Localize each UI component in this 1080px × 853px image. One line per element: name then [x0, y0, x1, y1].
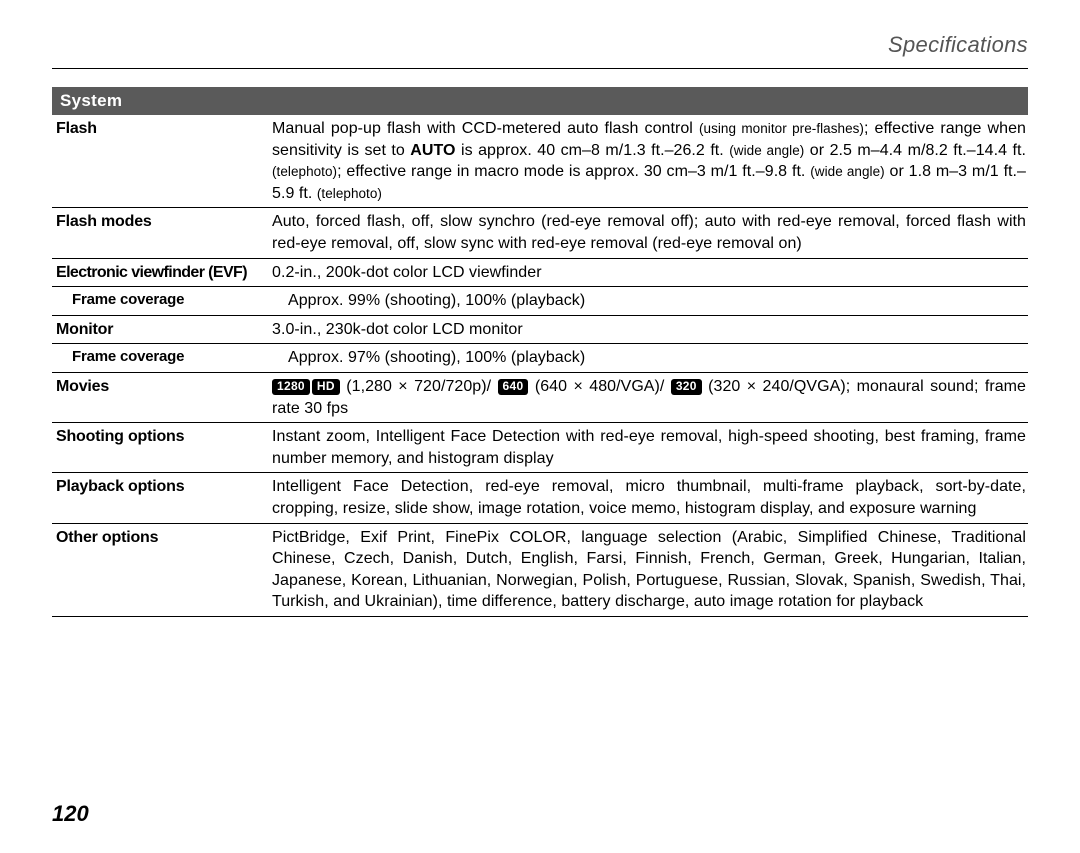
- spec-value: PictBridge, Exif Print, FinePix COLOR, l…: [272, 527, 1028, 613]
- page-title: Specifications: [52, 32, 1028, 64]
- text: (1,280 × 720/720p)/: [340, 378, 498, 395]
- spec-label: Other options: [52, 527, 272, 613]
- spec-row-shooting-options: Shooting options Instant zoom, Intellige…: [52, 423, 1028, 473]
- badge-640: 640: [498, 379, 529, 395]
- spec-label: Frame coverage: [52, 290, 288, 312]
- text-bold: AUTO: [410, 142, 455, 159]
- text: (640 × 480/VGA)/: [528, 378, 670, 395]
- spec-label: Frame coverage: [52, 347, 288, 369]
- text: or 2.5 m–4.4 m/8.2 ft.–14.4 ft.: [804, 142, 1026, 159]
- spec-value: 3.0-in., 230k-dot color LCD monitor: [272, 319, 1028, 341]
- badge-hd: HD: [312, 379, 340, 395]
- spec-value: 0.2-in., 200k-dot color LCD viewfinder: [272, 262, 1028, 284]
- section-heading-system: System: [52, 87, 1028, 115]
- spec-row-flash-modes: Flash modes Auto, forced flash, off, slo…: [52, 208, 1028, 258]
- text: ; effective range in macro mode is appro…: [337, 163, 810, 180]
- header-rule: [52, 68, 1028, 69]
- text-small: (wide angle): [729, 143, 804, 158]
- text: Manual pop-up flash with CCD-metered aut…: [272, 120, 699, 137]
- spec-label: Monitor: [52, 319, 272, 341]
- spec-label: Electronic viewfinder (EVF): [52, 262, 272, 284]
- spec-row-evf-frame-coverage: Frame coverage Approx. 99% (shooting), 1…: [52, 287, 1028, 316]
- spec-value: Instant zoom, Intelligent Face Detection…: [272, 426, 1028, 469]
- spec-row-monitor: Monitor 3.0-in., 230k-dot color LCD moni…: [52, 316, 1028, 345]
- spec-value: Auto, forced flash, off, slow synchro (r…: [272, 211, 1028, 254]
- page: Specifications System Flash Manual pop-u…: [0, 0, 1080, 853]
- spec-label: Shooting options: [52, 426, 272, 469]
- spec-row-flash: Flash Manual pop-up flash with CCD-meter…: [52, 115, 1028, 208]
- page-number: 120: [52, 801, 89, 827]
- spec-value: Manual pop-up flash with CCD-metered aut…: [272, 118, 1028, 204]
- text: is approx. 40 cm–8 m/1.3 ft.–26.2 ft.: [456, 142, 730, 159]
- spec-value: Approx. 97% (shooting), 100% (playback): [288, 347, 1028, 369]
- spec-row-movies: Movies 1280HD (1,280 × 720/720p)/ 640 (6…: [52, 373, 1028, 423]
- spec-row-playback-options: Playback options Intelligent Face Detect…: [52, 473, 1028, 523]
- spec-value: 1280HD (1,280 × 720/720p)/ 640 (640 × 48…: [272, 376, 1028, 419]
- badge-1280: 1280: [272, 379, 310, 395]
- spec-value: Intelligent Face Detection, red-eye remo…: [272, 476, 1028, 519]
- text-small: (telephoto): [317, 186, 382, 201]
- text-small: (telephoto): [272, 164, 337, 179]
- spec-label: Playback options: [52, 476, 272, 519]
- spec-row-monitor-frame-coverage: Frame coverage Approx. 97% (shooting), 1…: [52, 344, 1028, 373]
- spec-value: Approx. 99% (shooting), 100% (playback): [288, 290, 1028, 312]
- spec-label: Flash modes: [52, 211, 272, 254]
- spec-label: Movies: [52, 376, 272, 419]
- spec-label: Flash: [52, 118, 272, 204]
- text-small: (using monitor pre-flashes): [699, 121, 864, 136]
- spec-row-other-options: Other options PictBridge, Exif Print, Fi…: [52, 524, 1028, 617]
- spec-row-evf: Electronic viewfinder (EVF) 0.2-in., 200…: [52, 259, 1028, 288]
- text-small: (wide angle): [810, 164, 884, 179]
- badge-320: 320: [671, 379, 702, 395]
